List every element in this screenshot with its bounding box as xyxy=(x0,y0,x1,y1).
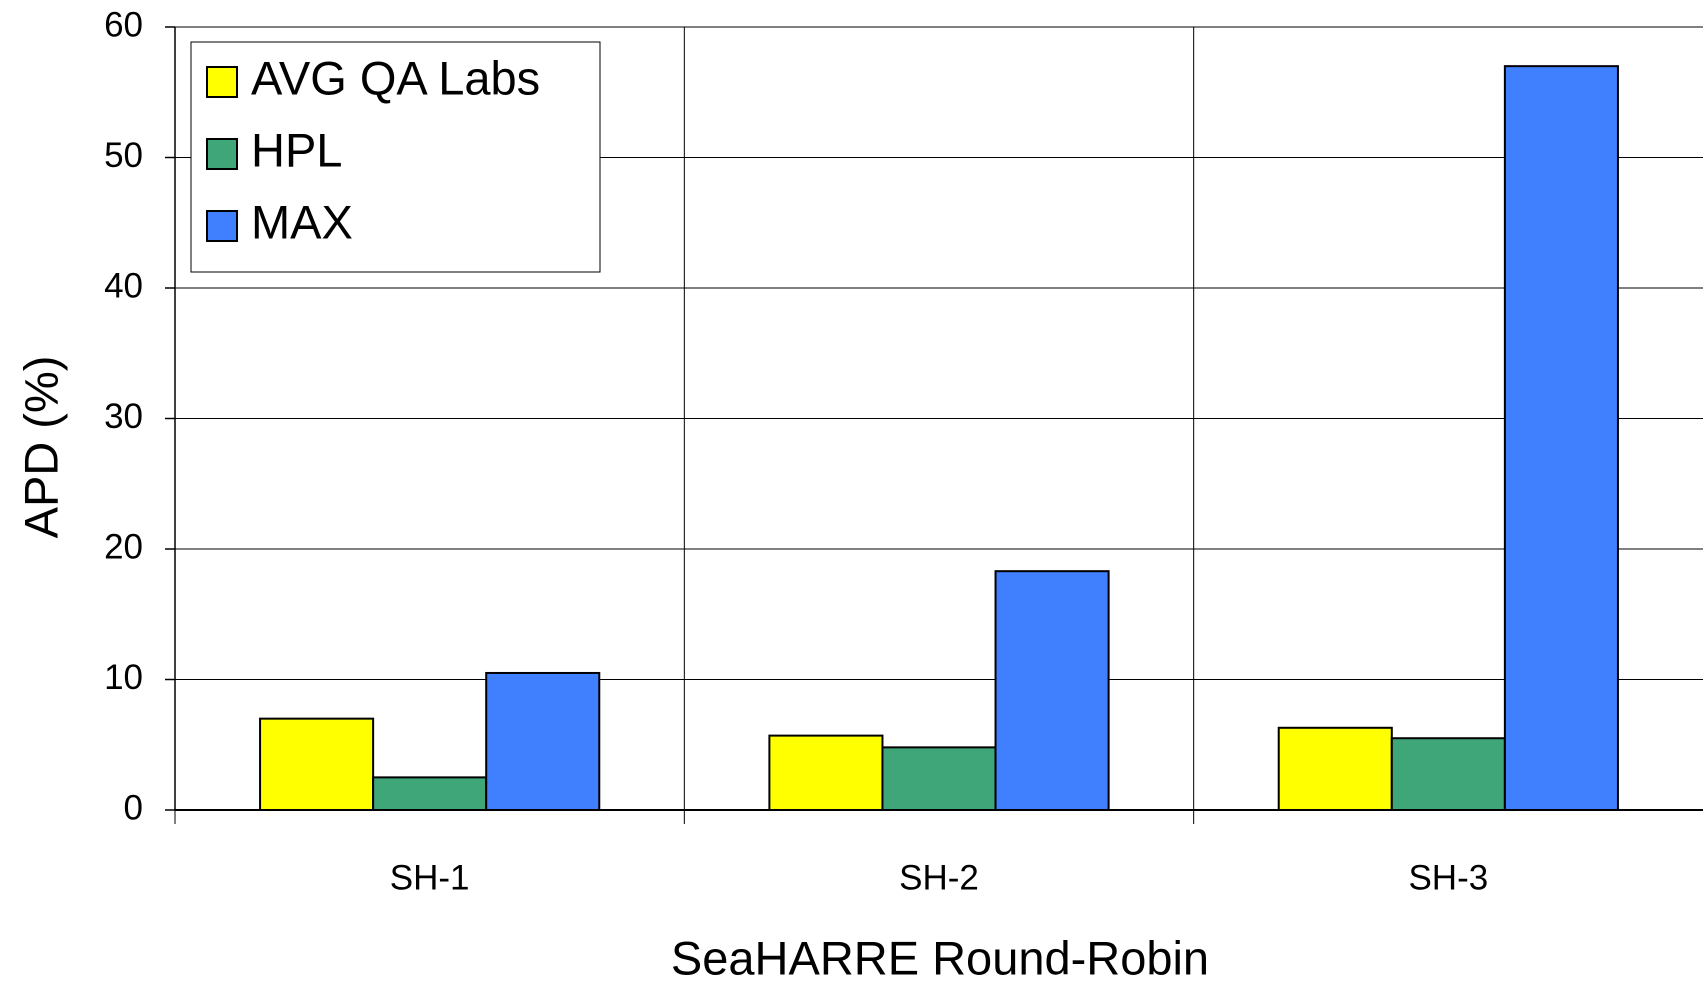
bar xyxy=(881,746,997,811)
legend-swatch xyxy=(206,210,238,242)
legend-box xyxy=(190,41,601,273)
bar xyxy=(1503,65,1619,811)
y-tick-label: 40 xyxy=(104,266,143,305)
y-tick-label: 30 xyxy=(104,397,143,436)
legend-swatch xyxy=(206,66,238,98)
y-tick-label: 0 xyxy=(124,788,143,827)
legend-swatch xyxy=(206,138,238,170)
bar xyxy=(372,776,488,811)
y-tick-label: 50 xyxy=(104,136,143,175)
bar xyxy=(259,717,375,812)
y-tick-label: 20 xyxy=(104,527,143,566)
bar xyxy=(994,570,1110,811)
bar xyxy=(1390,737,1506,811)
x-tick-label: SH-1 xyxy=(390,858,470,897)
bar xyxy=(485,671,601,811)
legend-label: MAX xyxy=(251,195,353,248)
x-tick-label: SH-2 xyxy=(899,858,979,897)
bar xyxy=(1277,726,1393,811)
y-tick-label: 10 xyxy=(104,658,143,697)
bar xyxy=(768,734,884,811)
x-tick-label: SH-3 xyxy=(1408,858,1488,897)
legend-label: HPL xyxy=(251,123,342,176)
x-axis-title: SeaHARRE Round-Robin xyxy=(671,931,1209,984)
y-tick-label: 60 xyxy=(104,5,143,44)
legend-label: AVG QA Labs xyxy=(251,51,540,104)
y-axis-title: APD (%) xyxy=(14,356,67,539)
